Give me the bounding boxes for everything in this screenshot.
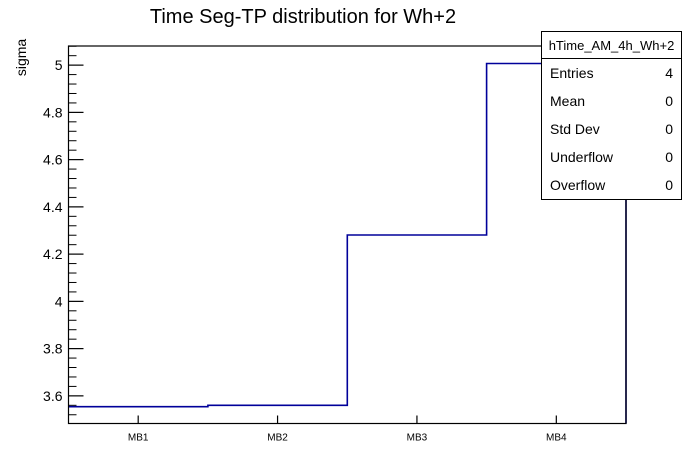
- y-axis-title: sigma: [13, 39, 29, 77]
- stats-row-value: 0: [665, 93, 673, 109]
- y-tick-label: 4.6: [43, 152, 63, 168]
- y-tick-label: 3.6: [43, 388, 63, 404]
- y-tick-label: 3.8: [43, 341, 63, 357]
- stats-box-rows: Entries 4 Mean 0 Std Dev 0 Underflow 0 Overflow 0: [542, 59, 681, 199]
- stats-row-label: Mean: [550, 93, 586, 109]
- stats-box-title: hTime_AM_4h_Wh+2: [542, 32, 681, 59]
- stats-row: Overflow 0: [542, 171, 681, 199]
- stats-row-value: 0: [665, 177, 673, 193]
- stats-row-label: Overflow: [550, 177, 606, 193]
- plot-frame: [67, 45, 627, 425]
- x-tick-label: MB1: [128, 433, 149, 444]
- stats-row-value: 4: [665, 65, 673, 81]
- stats-row-label: Std Dev: [550, 121, 600, 137]
- axis-labels: 3.6 3.8 4 4.2 4.4 4.6 4.8 5 MB1 MB2 MB3 MB4: [43, 57, 567, 443]
- x-tick-label: MB4: [546, 433, 567, 444]
- stats-row: Entries 4: [542, 59, 681, 87]
- stats-row: Mean 0: [542, 87, 681, 115]
- y-tick-label: 5: [55, 57, 63, 73]
- x-tick-label: MB2: [267, 433, 288, 444]
- stats-box: hTime_AM_4h_Wh+2 Entries 4 Mean 0 Std Dev 0 Un…: [541, 31, 682, 200]
- plot-title: Time Seg-TP distribution for Wh+2: [149, 6, 457, 28]
- stats-row-value: 0: [665, 149, 673, 165]
- stats-row: Std Dev 0: [542, 115, 681, 143]
- stats-row-value: 0: [665, 121, 673, 137]
- axis-ticks: [68, 45, 557, 424]
- y-tick-label: 4.2: [43, 246, 63, 262]
- y-tick-label: 4.4: [43, 199, 63, 215]
- y-tick-label: 4: [55, 293, 63, 309]
- x-tick-label: MB3: [407, 433, 428, 444]
- stats-row-label: Entries: [550, 65, 594, 81]
- y-tick-label: 4.8: [43, 104, 63, 120]
- stats-row: Underflow 0: [542, 143, 681, 171]
- stats-row-label: Underflow: [550, 149, 614, 165]
